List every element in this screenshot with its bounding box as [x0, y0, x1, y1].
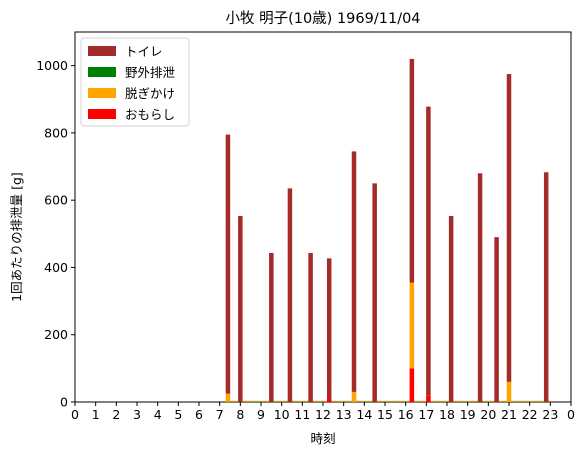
bar-segment	[269, 253, 274, 402]
y-tick-label: 200	[44, 327, 68, 342]
y-tick-label: 600	[44, 193, 68, 208]
x-tick-label: 0	[71, 407, 79, 422]
bar-segment	[494, 237, 499, 402]
bar-segment	[449, 216, 454, 402]
x-tick-label: 14	[356, 407, 372, 422]
y-tick-label: 0	[60, 395, 68, 410]
y-axis-label: 1回あたりの排泄量 [g]	[9, 172, 24, 302]
x-tick-label: 13	[336, 407, 352, 422]
x-tick-label: 22	[522, 407, 538, 422]
x-tick-label: 2	[112, 407, 120, 422]
bar-segment	[544, 172, 549, 402]
legend-swatch	[88, 46, 116, 56]
x-tick-label: 9	[257, 407, 265, 422]
bar-segment	[352, 151, 357, 392]
legend-label: おもらし	[125, 107, 175, 122]
x-tick-label: 8	[236, 407, 244, 422]
y-tick-label: 400	[44, 260, 68, 275]
x-tick-label: 23	[542, 407, 558, 422]
x-tick-label: 11	[294, 407, 310, 422]
bar-segment	[308, 253, 313, 402]
x-tick-label: 7	[216, 407, 224, 422]
bar-segment	[238, 216, 243, 402]
bar-segment	[478, 173, 483, 402]
legend-swatch	[88, 88, 116, 98]
y-tick-label: 1000	[36, 58, 68, 73]
x-tick-label: 18	[439, 407, 455, 422]
x-tick-label: 16	[398, 407, 414, 422]
legend: トイレ野外排泄脱ぎかけおもらし	[81, 38, 189, 126]
x-tick-label: 19	[460, 407, 476, 422]
x-tick-label: 21	[501, 407, 517, 422]
bar-segment	[410, 283, 415, 369]
bar-segment	[507, 382, 512, 402]
x-tick-label: 5	[174, 407, 182, 422]
y-tick-label: 800	[44, 125, 68, 140]
bar-segment	[226, 394, 231, 402]
bar-segment	[288, 188, 293, 402]
x-tick-label: 15	[377, 407, 393, 422]
legend-label: 野外排泄	[125, 65, 176, 80]
x-tick-label: 0	[567, 407, 575, 422]
x-tick-label: 10	[274, 407, 290, 422]
legend-swatch	[88, 109, 116, 119]
legend-label: 脱ぎかけ	[125, 86, 175, 101]
bar-segment	[327, 258, 332, 398]
x-axis-label: 時刻	[310, 431, 335, 446]
chart-title: 小牧 明子(10歳) 1969/11/04	[225, 10, 420, 27]
bar-segment	[226, 135, 231, 394]
bar-segment	[352, 392, 357, 402]
x-tick-label: 1	[92, 407, 100, 422]
x-tick-label: 20	[480, 407, 496, 422]
bar-segment	[327, 398, 332, 402]
x-tick-label: 4	[154, 407, 162, 422]
bar-segment	[372, 183, 377, 402]
bar-segment	[426, 107, 431, 396]
legend-swatch	[88, 67, 116, 77]
bar-segment	[410, 368, 415, 402]
bar-segment	[507, 74, 512, 382]
x-tick-label: 12	[315, 407, 331, 422]
x-tick-label: 3	[133, 407, 141, 422]
bar-segment	[426, 395, 431, 402]
bar-segment	[410, 59, 415, 283]
x-tick-label: 17	[418, 407, 434, 422]
legend-label: トイレ	[125, 44, 163, 59]
x-tick-label: 6	[195, 407, 203, 422]
